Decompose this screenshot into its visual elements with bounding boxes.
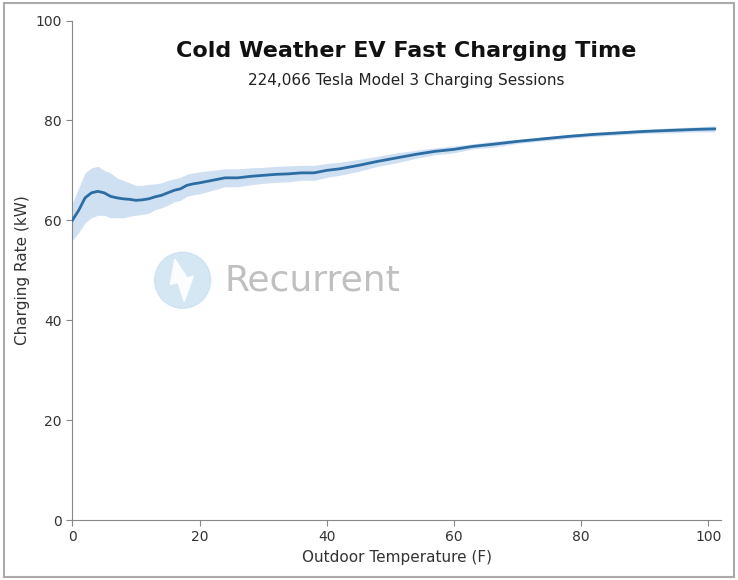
Text: Cold Weather EV Fast Charging Time: Cold Weather EV Fast Charging Time [176,41,636,60]
Polygon shape [170,259,193,301]
Text: 224,066 Tesla Model 3 Charging Sessions: 224,066 Tesla Model 3 Charging Sessions [248,72,564,88]
Title: Cold Weather EV Fast Charging Time
224,066 Tesla Model 3 Charging Sessions: Cold Weather EV Fast Charging Time 224,0… [0,579,1,580]
Y-axis label: Charging Rate (kW): Charging Rate (kW) [15,195,30,345]
Text: Recurrent: Recurrent [224,263,401,298]
Ellipse shape [155,252,210,308]
X-axis label: Outdoor Temperature (F): Outdoor Temperature (F) [302,550,492,565]
